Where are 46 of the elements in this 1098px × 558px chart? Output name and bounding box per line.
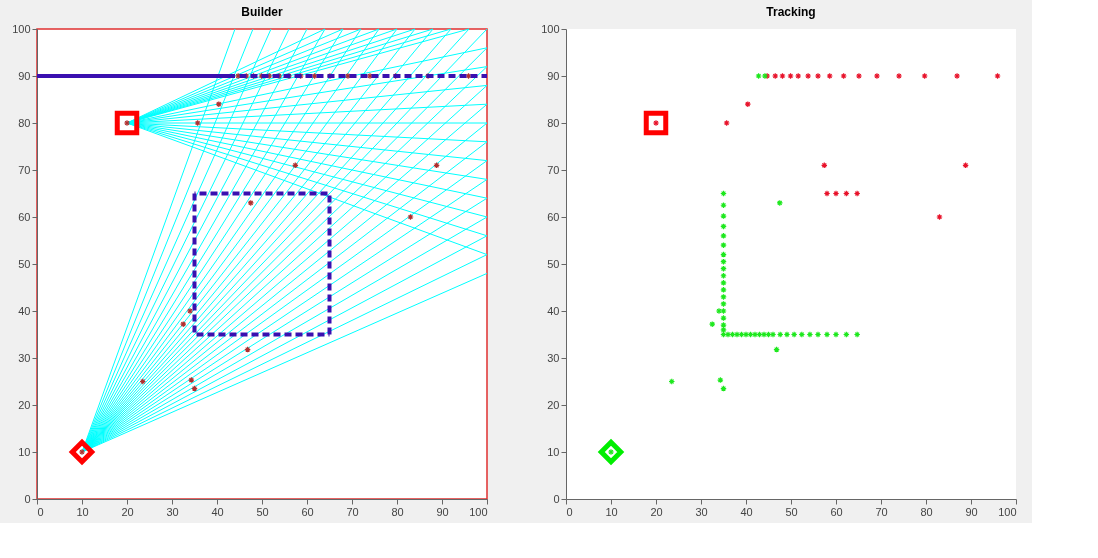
x-tick-label: 50 (256, 505, 269, 518)
x-tick-label: 80 (920, 505, 933, 518)
y-tick-label: 100 (541, 22, 560, 35)
x-tick-label: 100 (469, 505, 488, 518)
x-tick-label: 40 (740, 505, 753, 518)
y-tick-label: 0 (24, 492, 31, 505)
x-tick-label: 100 (998, 505, 1017, 518)
y-tick-label: 90 (18, 69, 31, 82)
chart-title: Tracking (766, 5, 816, 19)
y-tick-label: 40 (18, 304, 31, 317)
y-tick-label: 40 (547, 304, 560, 317)
x-tick-label: 20 (650, 505, 663, 518)
y-tick-label: 90 (547, 69, 560, 82)
y-tick-label: 10 (18, 445, 31, 458)
y-tick-label: 0 (553, 492, 560, 505)
y-tick-label: 100 (12, 22, 31, 35)
y-tick-label: 30 (18, 351, 31, 364)
x-tick-label: 40 (211, 505, 224, 518)
x-tick-label: 30 (166, 505, 179, 518)
y-tick-label: 50 (18, 257, 31, 270)
y-tick-label: 80 (18, 116, 31, 129)
x-tick-label: 10 (76, 505, 89, 518)
y-tick-label: 70 (18, 163, 31, 176)
x-tick-label: 50 (785, 505, 798, 518)
x-tick-label: 30 (695, 505, 708, 518)
y-tick-label: 60 (547, 210, 560, 223)
y-tick-label: 30 (547, 351, 560, 364)
y-tick-label: 10 (547, 445, 560, 458)
x-tick-label: 60 (301, 505, 314, 518)
x-tick-label: 0 (37, 505, 44, 518)
y-tick-label: 70 (547, 163, 560, 176)
x-tick-label: 70 (875, 505, 888, 518)
y-tick-label: 20 (18, 398, 31, 411)
x-tick-label: 90 (436, 505, 449, 518)
x-tick-label: 10 (605, 505, 618, 518)
y-tick-label: 50 (547, 257, 560, 270)
y-tick-label: 80 (547, 116, 560, 129)
x-tick-label: 70 (346, 505, 359, 518)
chart-title: Builder (241, 5, 283, 19)
x-tick-label: 0 (566, 505, 573, 518)
y-tick-label: 60 (18, 210, 31, 223)
x-tick-label: 60 (830, 505, 843, 518)
x-tick-label: 20 (121, 505, 134, 518)
x-tick-label: 90 (965, 505, 978, 518)
x-tick-label: 80 (391, 505, 404, 518)
y-tick-label: 20 (547, 398, 560, 411)
